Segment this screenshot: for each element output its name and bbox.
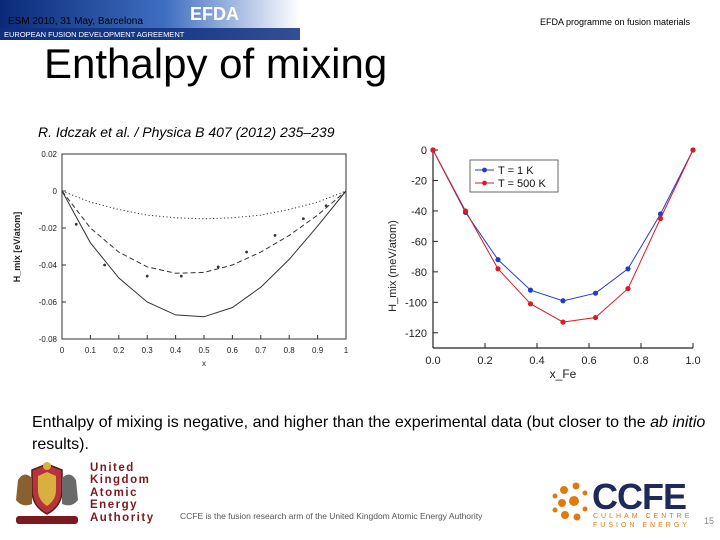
right-legend-marker xyxy=(482,167,487,173)
ccfe-sun-icon xyxy=(552,482,588,521)
left-xtick-label: 0.4 xyxy=(170,346,182,355)
left-xlabel: x xyxy=(202,359,206,368)
ukaea-line-2: Kingdom xyxy=(90,474,151,487)
right-ytick-label: 0 xyxy=(421,145,427,157)
right-data-point xyxy=(657,215,664,222)
left-xtick-label: 0.8 xyxy=(284,346,296,355)
ccfe-wordmark: CCFE xyxy=(592,476,687,517)
left-series-line-solid xyxy=(61,190,347,318)
right-ytick-label: -60 xyxy=(411,236,427,248)
right-data-point xyxy=(430,147,436,153)
left-xtick-label: 0.5 xyxy=(198,346,210,355)
right-legend-label: T = 1 K xyxy=(498,165,534,177)
efda-banner: EFDA EUROPEAN FUSION DEVELOPMENT AGREEME… xyxy=(0,0,300,40)
left-data-point xyxy=(216,265,220,269)
right-chart: 0 -20 -40 -60 -80 -100 -120 0.0 0.2 0.4 0.6 0.8 1.0… xyxy=(387,145,701,381)
right-data-point xyxy=(690,147,696,153)
left-xtick-label: 0.2 xyxy=(113,346,125,355)
right-ytick-label: -100 xyxy=(405,297,427,309)
header-event: ESM 2010, 31 May, Barcelona xyxy=(8,16,143,27)
ukaea-line-3: Atomic xyxy=(90,486,138,499)
right-xtick-label: 0.8 xyxy=(633,355,648,367)
ukaea-wordmark: United Kingdom Atomic Energy Authority xyxy=(90,462,155,524)
ukaea-crest-icon xyxy=(16,462,78,524)
ukaea-line-4: Energy xyxy=(90,499,138,512)
ccfe-sub-line-2: FUSION ENERGY xyxy=(593,522,690,529)
right-data-point xyxy=(495,257,501,263)
left-ytick-label: -0.08 xyxy=(39,335,58,344)
right-data-point xyxy=(560,298,566,304)
left-ylabel: H_mix [eV/atom] xyxy=(12,212,22,283)
efda-subtitle: EUROPEAN FUSION DEVELOPMENT AGREEMENT xyxy=(4,30,185,39)
right-data-point xyxy=(625,286,631,292)
efda-logo-text: EFDA xyxy=(190,4,239,24)
left-data-point xyxy=(103,263,106,267)
left-data-point xyxy=(273,234,277,237)
left-xtick-label: 0.6 xyxy=(227,346,239,355)
right-data-point xyxy=(527,287,534,293)
ccfe-sub-line-1: CULHAM CENTRE xyxy=(593,513,693,520)
right-ytick-label: -20 xyxy=(411,175,427,187)
page-number: 15 xyxy=(703,516,714,526)
right-xtick-label: 0.4 xyxy=(529,355,544,367)
ccfe-subtitle: CULHAM CENTRE FUSION ENERGY xyxy=(593,512,692,530)
left-ytick-label: -0.04 xyxy=(39,261,58,270)
left-series-line-dotted xyxy=(61,190,347,220)
left-data-point xyxy=(302,217,305,221)
right-xtick-label: 0.0 xyxy=(425,355,440,367)
right-legend-marker xyxy=(482,180,487,186)
right-ytick-label: -80 xyxy=(411,267,427,279)
right-data-point xyxy=(625,266,631,272)
left-xtick-label: 0.9 xyxy=(312,346,324,355)
caption: Enthalpy of mixing is negative, and high… xyxy=(32,412,712,456)
right-ytick-label: -40 xyxy=(411,206,427,218)
right-ytick-label: -120 xyxy=(405,328,427,340)
left-ytick-label: 0.02 xyxy=(41,150,57,159)
right-data-point xyxy=(592,290,599,296)
caption-part1: Enthalpy of mixing is negative, and high… xyxy=(32,414,651,431)
right-legend-box xyxy=(469,159,559,193)
left-xtick-label: 0 xyxy=(60,346,65,355)
right-ylabel: H_mix (meV/atom) xyxy=(387,220,399,312)
left-data-point xyxy=(324,204,328,208)
left-data-point xyxy=(145,274,149,278)
left-xtick-label: 0.3 xyxy=(142,346,154,355)
citation: R. Idczak et al. / Physica B 407 (2012) … xyxy=(38,124,335,140)
right-data-point xyxy=(527,301,534,307)
slide-title: Enthalpy of mixing xyxy=(44,40,388,87)
left-xtick-label: 1 xyxy=(344,346,349,355)
right-xtick-label: 1.0 xyxy=(685,355,700,367)
left-plot-frame xyxy=(61,153,347,340)
ukaea-line-5: Authority xyxy=(90,511,155,524)
right-data-point xyxy=(592,314,599,321)
right-data-point xyxy=(495,266,501,272)
footer-note: CCFE is the fusion research arm of the U… xyxy=(180,511,483,521)
right-legend-label: T = 500 K xyxy=(498,178,546,190)
right-xtick-label: 0.2 xyxy=(477,355,492,367)
left-xtick-label: 0.1 xyxy=(85,346,97,355)
right-legend: T = 1 KT = 500 K xyxy=(469,159,559,193)
left-ytick-label: -0.02 xyxy=(39,224,58,233)
caption-part2: results). xyxy=(32,436,89,453)
right-data-point xyxy=(560,319,566,325)
left-data-point xyxy=(74,222,78,226)
left-xtick-label: 0.7 xyxy=(255,346,267,355)
header-programme: EFDA programme on fusion materials xyxy=(539,17,690,27)
caption-italic: ab initio xyxy=(650,414,706,431)
left-data-point xyxy=(245,250,249,254)
right-xlabel: x_Fe xyxy=(550,367,577,381)
right-xtick-label: 0.6 xyxy=(581,355,596,367)
left-ytick-label: -0.06 xyxy=(39,298,58,307)
left-chart: 0.02 0 -0.02 -0.04 -0.06 -0.08 0 0.1 0.2 0.3 0.4 0… xyxy=(12,150,349,368)
left-ytick-label: 0 xyxy=(53,187,58,196)
ukaea-line-1: United xyxy=(90,462,135,474)
right-data-point xyxy=(462,208,469,214)
left-data-point xyxy=(179,274,183,278)
